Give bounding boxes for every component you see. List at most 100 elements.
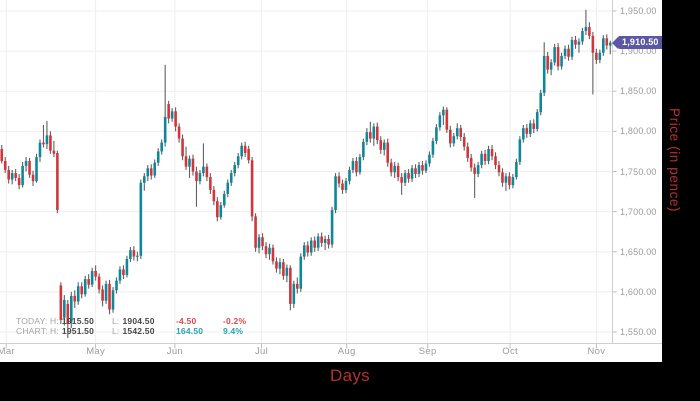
- today-low-label: L:: [112, 316, 120, 326]
- candle-body: [292, 283, 296, 304]
- candle-body: [473, 167, 476, 174]
- candle-body: [501, 172, 504, 183]
- candle-body: [518, 139, 522, 162]
- candle-body: [177, 126, 181, 139]
- candle-body: [323, 238, 327, 243]
- candle-body: [459, 128, 463, 137]
- candle-body: [309, 240, 313, 253]
- candle-body: [542, 55, 546, 93]
- x-axis-month-label: Mar: [0, 346, 15, 357]
- candle-body: [170, 111, 174, 119]
- candle-body: [83, 279, 87, 295]
- candle-body: [365, 132, 369, 142]
- candle-body: [591, 35, 595, 53]
- y-axis-tick-label: 1,800.00: [620, 126, 657, 137]
- y-axis-tick-label: 1,700.00: [620, 206, 657, 217]
- candle-body: [229, 173, 233, 183]
- candle-body: [341, 183, 344, 190]
- candle-body: [209, 177, 212, 190]
- chart-change-value: 164.50: [176, 326, 204, 336]
- candle-body: [257, 237, 261, 248]
- candle-body: [414, 168, 417, 174]
- candle-body: [598, 52, 602, 60]
- candle-body: [125, 258, 129, 276]
- candle-body: [396, 165, 400, 178]
- candle-body: [462, 136, 466, 147]
- candle-body: [219, 205, 223, 218]
- candle-body: [69, 295, 73, 323]
- candle-body: [348, 169, 351, 182]
- candle-body: [115, 280, 118, 291]
- candle-body: [226, 182, 230, 194]
- today-low-value: 1904.50: [122, 316, 155, 326]
- today-label: TODAY:: [16, 316, 48, 326]
- candle-body: [108, 283, 111, 310]
- candle-body: [431, 141, 435, 155]
- candle-body: [480, 153, 483, 166]
- candlestick-plot[interactable]: [0, 0, 662, 362]
- candle-body: [167, 104, 170, 119]
- candle-body: [66, 303, 70, 324]
- candle-body: [184, 156, 188, 167]
- chart-low-value: 1542.50: [122, 326, 155, 336]
- candle-body: [330, 210, 334, 245]
- y-axis-tick-label: 1,900.00: [620, 46, 657, 57]
- candle-body: [153, 162, 157, 176]
- candle-body: [584, 27, 588, 32]
- candle-body: [511, 177, 515, 186]
- candle-body: [87, 279, 90, 285]
- candle-body: [532, 123, 536, 129]
- candle-body: [111, 290, 115, 310]
- candle-body: [149, 168, 153, 176]
- candle-body: [181, 138, 184, 157]
- x-axis-month-label: Sep: [418, 346, 437, 357]
- candle-body: [528, 123, 532, 134]
- x-axis-title: Days: [330, 366, 370, 385]
- candle-body: [358, 157, 362, 173]
- candle-body: [595, 52, 598, 60]
- candle-body: [302, 245, 306, 257]
- x-axis-month-label: Aug: [337, 346, 356, 357]
- candle-body: [160, 142, 163, 152]
- candle-body: [63, 299, 66, 318]
- candle-body: [535, 112, 539, 129]
- x-axis-month-label: Jun: [166, 346, 184, 357]
- candle-body: [466, 146, 469, 158]
- candle-body: [198, 173, 202, 182]
- candle-body: [118, 269, 122, 281]
- candle-body: [494, 156, 497, 166]
- candle-body: [97, 276, 101, 290]
- candle-body: [372, 126, 376, 139]
- candle-body: [275, 261, 278, 269]
- stats-legend: TODAY: H: 1915.50 L: 1904.50 -4.50 -0.2% C…: [16, 316, 263, 336]
- today-change-percent: -0.2%: [223, 316, 247, 326]
- candle-body: [407, 173, 410, 179]
- today-high-label: H:: [50, 316, 59, 326]
- candle-body: [296, 283, 299, 289]
- candle-body: [205, 166, 209, 178]
- candle-body: [508, 176, 511, 186]
- candle-body: [337, 176, 341, 184]
- candle-body: [254, 216, 257, 248]
- candle-body: [362, 141, 365, 158]
- y-axis-tick-label: 1,600.00: [620, 286, 657, 297]
- chart-label: CHART:: [16, 326, 48, 336]
- candle-body: [222, 193, 226, 206]
- today-high-value: 1915.50: [61, 316, 95, 326]
- badge-arrow-icon: [612, 36, 618, 49]
- candle-body: [236, 156, 240, 166]
- candle-body: [602, 38, 605, 53]
- candle-body: [17, 177, 21, 186]
- candle-body: [455, 128, 459, 137]
- candle-body: [424, 163, 428, 171]
- candle-body: [195, 171, 198, 182]
- candle-body: [403, 173, 407, 183]
- x-axis-month-label: Jul: [254, 346, 269, 357]
- candle-body: [417, 165, 421, 174]
- candle-body: [24, 161, 28, 166]
- candle-body: [156, 151, 160, 163]
- candle-body: [28, 161, 31, 175]
- candle-body: [250, 160, 254, 217]
- candle-body: [146, 168, 150, 177]
- candle-body: [59, 285, 63, 320]
